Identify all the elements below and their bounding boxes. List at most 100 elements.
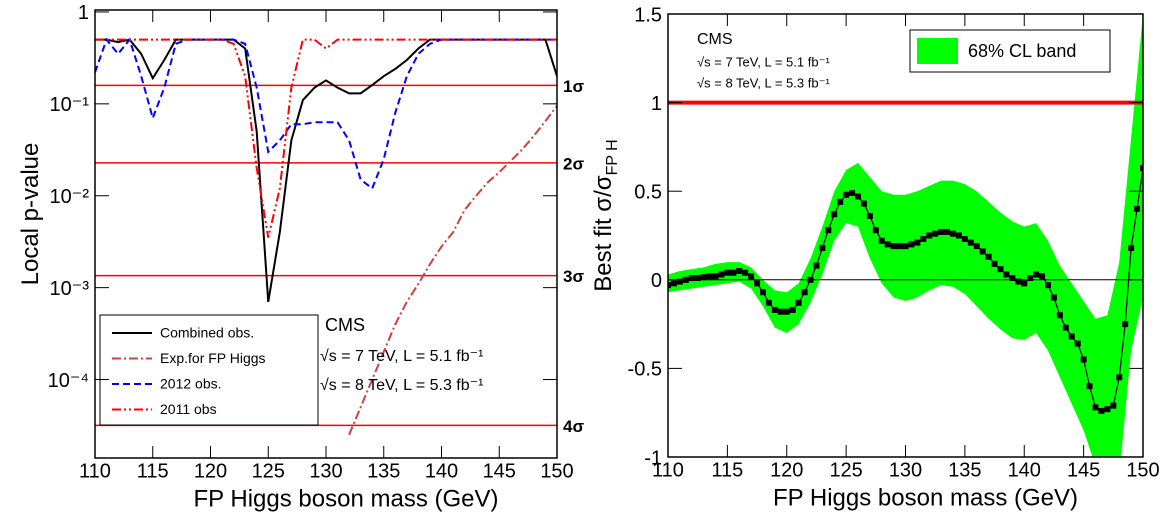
fit-point xyxy=(783,308,790,315)
fit-point xyxy=(813,262,820,269)
x-tick-label: 110 xyxy=(652,459,684,481)
y-tick-label: 1 xyxy=(651,93,662,115)
fit-point xyxy=(1098,407,1105,414)
fit-point xyxy=(860,200,867,207)
fit-point xyxy=(914,239,921,246)
fit-point xyxy=(920,236,927,243)
fit-point xyxy=(777,308,784,315)
x-tick-label: 145 xyxy=(483,460,516,482)
y-axis-label: Local p-value xyxy=(17,143,44,286)
fit-point xyxy=(1140,165,1143,172)
fit-point xyxy=(1092,404,1099,411)
fit-point xyxy=(795,299,802,306)
fit-point xyxy=(991,260,998,267)
fit-point xyxy=(1068,333,1075,340)
fit-point xyxy=(926,232,933,239)
fit-point xyxy=(967,239,974,246)
fit-point xyxy=(1104,406,1111,413)
y-tick-label: 10⁻⁴ xyxy=(48,370,89,392)
y-tick-label: -0.5 xyxy=(628,359,662,381)
legend-label: Combined obs. xyxy=(160,325,254,341)
y-tick-label: 1 xyxy=(78,2,89,24)
fit-point xyxy=(932,230,939,237)
annotation: √s = 8 TeV, L = 5.3 fb⁻¹ xyxy=(320,377,483,394)
plot-area xyxy=(668,14,1143,457)
fit-point xyxy=(670,280,677,287)
fit-point xyxy=(950,230,956,237)
fit-point xyxy=(1122,321,1129,328)
x-tick-label: 125 xyxy=(829,459,862,481)
fit-point xyxy=(1116,374,1123,381)
confidence-band xyxy=(668,14,1143,457)
annotation: √s = 8 TeV, L = 5.3 fb⁻¹ xyxy=(697,75,830,90)
fit-point xyxy=(682,276,689,283)
x-tick-label: 150 xyxy=(540,460,573,482)
x-axis-label: FP Higgs boson mass (GeV) xyxy=(193,485,498,512)
y-tick-label: 0.5 xyxy=(634,181,662,203)
sigma-label: 2σ xyxy=(563,154,584,173)
fit-point xyxy=(1021,280,1028,287)
series-line xyxy=(95,38,557,303)
fit-point xyxy=(872,227,879,234)
y-tick-label: -1 xyxy=(644,447,662,469)
fit-point xyxy=(961,236,968,243)
fit-point xyxy=(1062,324,1069,331)
y-axis-label-subscript: FP H xyxy=(604,139,621,175)
x-tick-label: 130 xyxy=(889,459,922,481)
fit-point xyxy=(706,273,713,280)
fit-point xyxy=(1015,278,1022,285)
annotation: √s = 7 TeV, L = 5.1 fb⁻¹ xyxy=(697,54,830,69)
sigma-label: 4σ xyxy=(563,417,584,436)
legend-label: 2011 obs xyxy=(160,401,217,417)
annotation: CMS xyxy=(697,31,733,48)
fit-point xyxy=(979,248,986,255)
x-tick-label: 120 xyxy=(194,460,227,482)
fit-point xyxy=(748,273,755,280)
fit-point xyxy=(668,282,671,289)
fit-point xyxy=(712,273,719,280)
fit-point xyxy=(676,278,683,285)
sigma-label: 3σ xyxy=(563,267,584,286)
y-tick-label: 10⁻¹ xyxy=(50,94,90,116)
fit-point xyxy=(997,266,1004,273)
fit-point xyxy=(694,275,701,282)
fit-point xyxy=(760,289,766,296)
y-tick-label: 10⁻³ xyxy=(50,278,90,300)
x-tick-label: 135 xyxy=(948,459,981,481)
fit-point xyxy=(819,244,826,251)
fit-point xyxy=(1080,356,1087,363)
series-line xyxy=(95,38,557,238)
fit-point xyxy=(724,269,731,276)
fit-point xyxy=(896,243,903,250)
fit-point xyxy=(878,237,885,244)
x-tick-label: 150 xyxy=(1126,459,1159,481)
x-tick-label: 145 xyxy=(1067,459,1100,481)
fit-point xyxy=(825,227,832,234)
x-tick-label: 110 xyxy=(79,460,111,482)
series-line xyxy=(95,37,557,191)
fit-point xyxy=(1110,402,1117,409)
legend-label: 2012 obs. xyxy=(160,376,222,392)
fit-point xyxy=(742,269,749,276)
x-tick-label: 125 xyxy=(252,460,285,482)
x-tick-label: 140 xyxy=(425,460,458,482)
fit-point xyxy=(1033,271,1040,278)
fit-point xyxy=(1045,282,1051,289)
fit-point xyxy=(1056,312,1063,319)
y-axis-label-text: Best fit σ/σ xyxy=(590,175,617,292)
fit-point xyxy=(789,306,796,313)
fit-point xyxy=(688,275,695,282)
fit-point xyxy=(1128,244,1135,251)
x-tick-label: 115 xyxy=(711,459,743,481)
x-axis-label: FP Higgs boson mass (GeV) xyxy=(773,484,1078,511)
fit-point xyxy=(1003,271,1010,278)
sigma-label: 1σ xyxy=(563,77,584,96)
fit-point xyxy=(890,243,897,250)
fit-point xyxy=(902,243,909,250)
fit-point xyxy=(908,241,915,248)
y-axis-label: Best fit σ/σFP H xyxy=(590,139,621,291)
fit-point xyxy=(843,191,850,198)
x-tick-label: 115 xyxy=(137,460,169,482)
y-tick-label: 10⁻² xyxy=(50,186,90,208)
